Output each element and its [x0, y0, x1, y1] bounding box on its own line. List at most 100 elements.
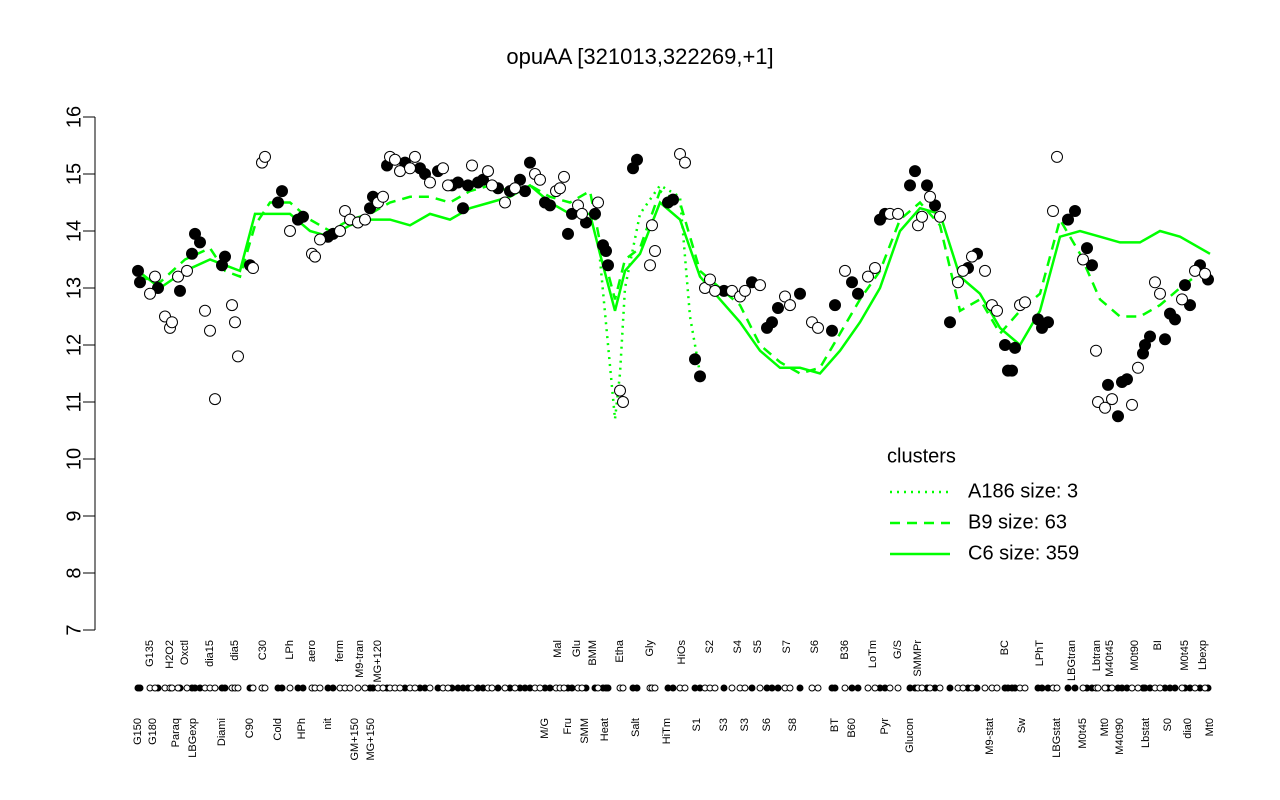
point [999, 339, 1011, 351]
x-tick-label: S1 [691, 718, 703, 731]
legend-label: B9 size: 63 [968, 511, 1067, 533]
point [667, 193, 679, 206]
point [284, 225, 296, 237]
point [394, 165, 406, 178]
rug-mark [560, 684, 568, 692]
rug-mark [604, 684, 612, 692]
rug-mark [361, 684, 369, 692]
rug-mark [651, 684, 659, 692]
x-tick-label: G150 [132, 718, 144, 745]
x-tick-label: M9-tran [354, 640, 366, 678]
point [437, 162, 449, 175]
point [1189, 264, 1201, 277]
x-tick-label: nit [322, 718, 334, 730]
point [979, 264, 991, 277]
x-tick-label: MG+150 [365, 718, 377, 761]
point [534, 173, 546, 186]
x-tick-label: BMM [587, 640, 599, 666]
rug-mark [168, 684, 176, 692]
rug-mark [396, 684, 404, 692]
point [784, 299, 796, 312]
x-tick-label: S4 [732, 640, 744, 653]
point [132, 264, 144, 277]
rug-mark [1053, 684, 1061, 692]
point [826, 324, 838, 337]
rug-mark [536, 684, 544, 692]
point [649, 244, 661, 257]
x-tick-label: LBGtran [1066, 640, 1078, 681]
x-tick-label: ferm [334, 640, 346, 662]
point [909, 165, 921, 178]
point [1184, 299, 1196, 312]
x-tick-label: BI [1152, 640, 1164, 650]
rug-mark [918, 684, 926, 692]
point [276, 185, 288, 198]
point [812, 321, 824, 334]
rug-mark [720, 684, 728, 692]
point [631, 153, 643, 166]
x-tick-label: C30 [257, 640, 269, 660]
point [174, 284, 186, 297]
rug-mark [411, 684, 419, 692]
rug-mark [796, 684, 804, 692]
point [829, 299, 841, 312]
rug-mark [936, 684, 944, 692]
rug-mark [494, 684, 502, 692]
rug-mark [234, 684, 242, 692]
point [334, 225, 346, 237]
point [181, 264, 193, 277]
rug-mark [286, 684, 294, 692]
point [519, 185, 531, 198]
point [1102, 378, 1114, 391]
point [134, 276, 146, 289]
y-tick-label: 15 [63, 163, 85, 185]
point [772, 301, 784, 314]
rug-mark [681, 684, 689, 692]
rug-mark [1191, 684, 1199, 692]
x-tick-label: Glu [571, 640, 583, 657]
x-tick-label: Mt0 [1204, 718, 1216, 736]
rug-mark [1038, 684, 1046, 692]
x-tick-label: C90 [244, 718, 256, 738]
x-tick-label: Lbstat [1140, 718, 1152, 748]
rug-mark [748, 684, 756, 692]
rug-mark [468, 684, 476, 692]
point [442, 179, 454, 192]
point [1009, 341, 1021, 354]
rug-mark [841, 684, 849, 692]
point [152, 282, 164, 294]
point [1106, 393, 1118, 406]
rug-mark [1201, 684, 1209, 692]
point [509, 182, 521, 195]
point [952, 276, 964, 289]
rug-mark [174, 684, 182, 692]
rug-mark [136, 684, 144, 692]
y-tick-label: 8 [63, 567, 85, 578]
rug-mark [501, 684, 509, 692]
x-tick-label: S3 [718, 718, 730, 731]
point [297, 210, 309, 223]
rug-mark [594, 684, 602, 692]
point [602, 259, 614, 272]
x-tick-label: S3 [739, 718, 751, 731]
rug-mark [183, 684, 191, 692]
x-tick-label: LoTm [867, 640, 879, 668]
point [944, 316, 956, 329]
legend-title: clusters [887, 445, 956, 467]
x-tick-label: dia5 [229, 640, 241, 661]
point [892, 207, 904, 220]
point [904, 179, 916, 192]
rug-mark [886, 684, 894, 692]
point [704, 273, 716, 286]
x-tick-label: Mal [552, 640, 564, 658]
rug-mark [1021, 684, 1029, 692]
point [617, 396, 629, 408]
point [1144, 330, 1156, 343]
x-tick-label: M9-stat [984, 718, 996, 755]
point [272, 196, 284, 209]
rug-mark [426, 684, 434, 692]
point [1169, 313, 1181, 326]
rug-mark [1171, 684, 1179, 692]
point [916, 210, 928, 223]
rug-mark [578, 684, 586, 692]
